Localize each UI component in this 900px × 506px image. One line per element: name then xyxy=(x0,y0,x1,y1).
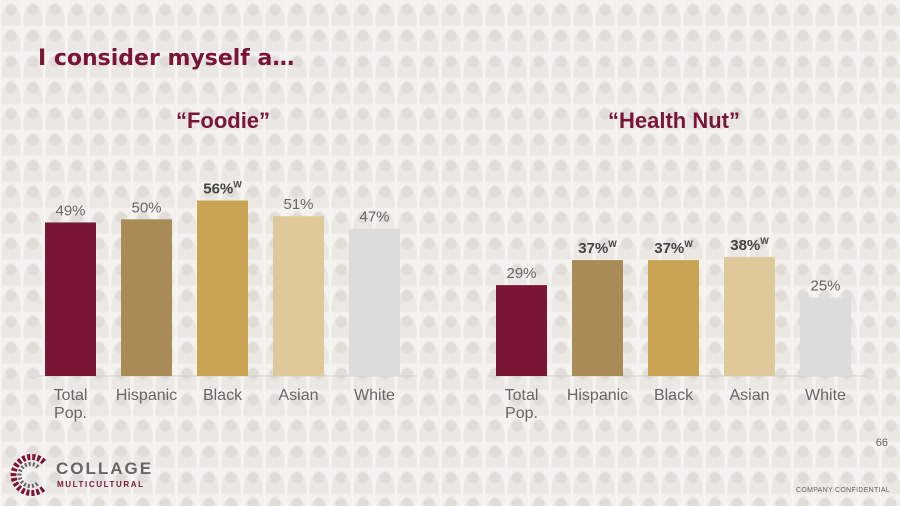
significance-superscript: W xyxy=(684,239,693,249)
bar-black xyxy=(648,260,699,376)
data-label: 25% xyxy=(810,278,840,295)
data-label: 49% xyxy=(55,202,85,219)
category-tick-label: Black xyxy=(203,387,243,404)
bar-total-pop xyxy=(45,222,96,376)
data-label: 37%W xyxy=(578,239,617,257)
category-tick-label: Pop. xyxy=(505,405,538,422)
data-label: 37%W xyxy=(654,239,693,257)
category-tick-label: Hispanic xyxy=(116,387,177,404)
logo-subtitle: MULTICULTURAL xyxy=(57,480,145,489)
slide-title: I consider myself a… xyxy=(38,46,295,71)
data-label: 29% xyxy=(506,265,536,282)
bar-total-pop xyxy=(496,285,547,376)
bar-hispanic xyxy=(572,260,623,376)
data-label: 50% xyxy=(131,199,161,216)
bar-hispanic xyxy=(121,219,172,376)
significance-superscript: W xyxy=(233,180,242,190)
category-tick-label: Hispanic xyxy=(567,387,628,404)
category-tick-label: White xyxy=(354,387,395,404)
significance-superscript: W xyxy=(760,236,769,246)
page-number: 66 xyxy=(875,437,888,449)
category-tick-label: White xyxy=(805,387,846,404)
category-tick-label: Pop. xyxy=(54,405,87,422)
data-label: 51% xyxy=(283,196,313,213)
category-tick-label: Total xyxy=(54,387,88,404)
bar-white xyxy=(800,297,851,376)
logo-wordmark: COLLAGE xyxy=(56,459,154,478)
data-label: 47% xyxy=(359,209,389,226)
bar-asian xyxy=(273,216,324,376)
data-label: 38%W xyxy=(730,236,769,254)
health-nut-chart: 29% Total Pop. 37%W Hispanic 37%W Black 38%W Asi… xyxy=(488,150,900,440)
category-tick-label: Black xyxy=(654,387,694,404)
bar-white xyxy=(349,228,400,376)
category-tick-label: Total xyxy=(505,387,539,404)
foodie-chart-title: “Foodie” xyxy=(175,108,271,133)
bar-asian xyxy=(724,256,775,376)
health-nut-chart-title: “Health Nut” xyxy=(608,108,740,133)
category-tick-label: Asian xyxy=(729,387,769,404)
category-tick-label: Asian xyxy=(278,387,318,404)
confidential-notice: COMPANY CONFIDENTIAL xyxy=(795,487,890,494)
foodie-chart: 49% Total Pop. 50% Hispanic 56%W Black 51% Asian… xyxy=(37,150,457,440)
collage-multicultural-logo: COLLAGE MULTICULTURAL xyxy=(8,452,168,498)
significance-superscript: W xyxy=(608,239,617,249)
logo-mark-icon xyxy=(10,454,47,496)
bar-black xyxy=(197,200,248,376)
data-label: 56%W xyxy=(203,180,242,198)
